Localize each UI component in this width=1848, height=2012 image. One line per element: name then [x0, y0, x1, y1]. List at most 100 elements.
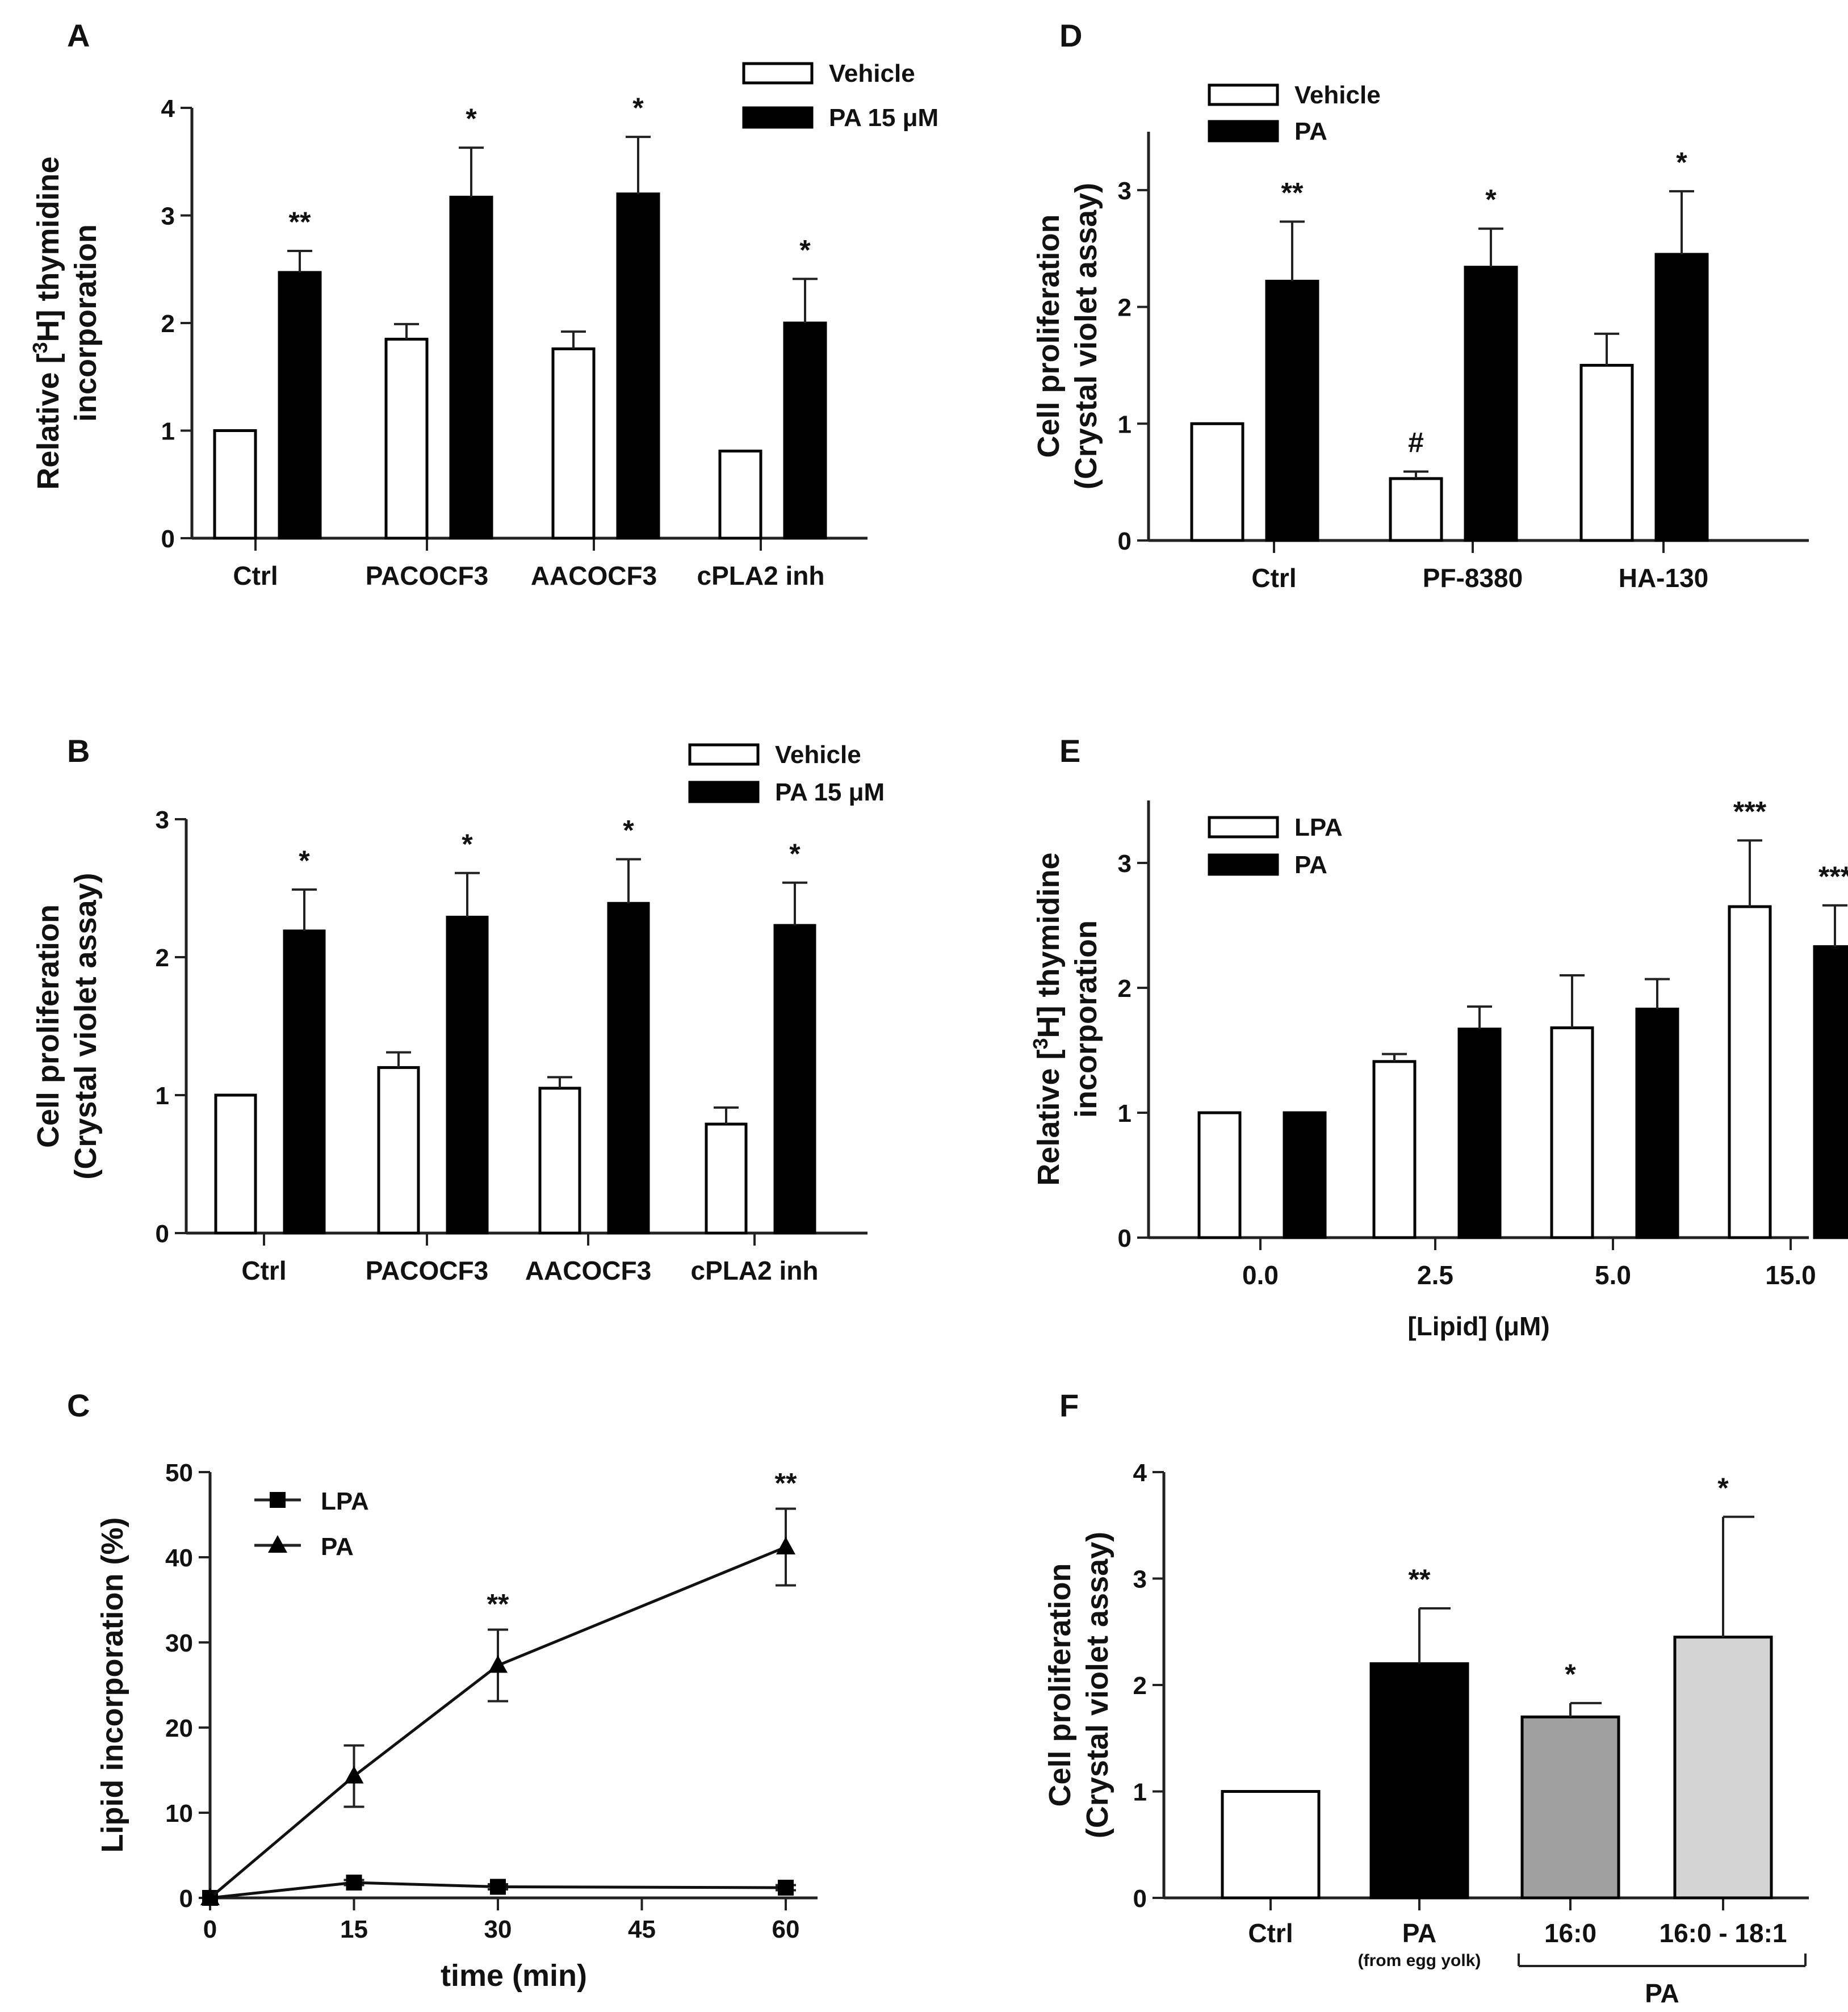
x-tick-label: 0	[203, 1915, 217, 1943]
bar-pa-1	[1464, 266, 1518, 542]
bar-pa-15-m-2	[616, 192, 660, 540]
data-point-pa	[488, 1655, 508, 1673]
bar-1	[1369, 1662, 1469, 1900]
y-tick-label: 3	[156, 806, 169, 834]
significance-mark: *	[1676, 146, 1687, 178]
x-category-label: 5.0	[1595, 1260, 1631, 1290]
y-tick-label: 40	[165, 1544, 193, 1572]
bar-pa-1	[1457, 1028, 1502, 1239]
significance-mark: **	[487, 1588, 509, 1620]
y-tick-label: 2	[1118, 294, 1132, 322]
x-category-label: 0.0	[1242, 1260, 1279, 1290]
x-category-label: PACOCF3	[366, 561, 488, 590]
significance-mark: **	[1409, 1564, 1431, 1595]
legend-0-swatch	[742, 62, 814, 85]
y-tick-label: 2	[156, 944, 169, 972]
y-tick-label: 1	[1133, 1779, 1147, 1806]
bar-3	[1673, 1636, 1773, 1900]
legend-1-label: PA 15 μM	[775, 778, 885, 806]
bar-lpa-3	[1728, 905, 1772, 1239]
significance-mark: *	[789, 838, 801, 870]
y-tick-label: 10	[165, 1800, 193, 1827]
y-axis-title-line: Relative [3H] thymidine	[1029, 852, 1066, 1185]
bar-pa-15-m-1	[446, 916, 489, 1235]
data-point-lpa	[490, 1879, 506, 1895]
y-tick-label: 0	[1133, 1885, 1147, 1913]
y-tick-label: 3	[161, 203, 175, 230]
x-category-label: AACOCF3	[525, 1256, 651, 1285]
group-label: PA	[1645, 1979, 1679, 2008]
y-tick-label: 1	[1118, 410, 1132, 438]
y-axis-title: Relative [3H] thymidine incorporation	[1029, 852, 1104, 1185]
bar-vehicle-2	[551, 347, 596, 540]
significance-mark: **	[1281, 177, 1304, 208]
y-axis-title-line: Cell proliferation	[1032, 214, 1066, 458]
significance-mark: *	[299, 845, 310, 877]
chart-panel-a: A Relative [3H] thymidine incorporation 0 1 2…	[28, 18, 939, 590]
bar-vehicle-2	[538, 1087, 581, 1235]
bar-lpa-1	[1372, 1060, 1417, 1239]
y-tick-label: 1	[156, 1082, 169, 1110]
y-tick-label: 4	[161, 95, 175, 123]
x-category-sublabel: (from egg yolk)	[1358, 1951, 1481, 1970]
bar-pa-0	[1283, 1111, 1327, 1239]
significance-mark: *	[799, 234, 811, 266]
bar-vehicle-2	[1579, 363, 1634, 542]
panel-letter: A	[67, 18, 90, 53]
bar-pa-15-m-1	[449, 195, 493, 540]
data-point-pa	[200, 1888, 220, 1905]
panel-letter: C	[67, 1388, 90, 1423]
significance-mark: *	[623, 814, 634, 846]
x-category-label: Ctrl	[233, 561, 278, 590]
y-axis-title-line: Lipid incorporation (%)	[95, 1518, 129, 1853]
bar-vehicle-0	[1190, 422, 1244, 542]
y-tick-label: 2	[161, 310, 175, 338]
x-category-label: 16:0	[1544, 1918, 1596, 1948]
series-line-lpa	[209, 1881, 786, 1900]
legend-0-label: LPA	[1294, 814, 1343, 841]
series-line-pa	[209, 1545, 786, 1899]
significance-mark: *	[1717, 1472, 1729, 1504]
y-axis-title-line: incorporation	[1069, 920, 1103, 1118]
y-tick-label: 3	[1133, 1566, 1147, 1594]
y-axis-title-line: (Crystal violet assay)	[1080, 1532, 1114, 1838]
legend-0-label: Vehicle	[829, 60, 915, 87]
chart-panel-c: C Lipid incorporation (%) 0 10 20 30 40 50 0 15 30…	[67, 1388, 818, 1993]
bar-vehicle-3	[718, 450, 762, 540]
data-point-pa	[344, 1766, 364, 1784]
y-tick-label: 0	[1118, 527, 1132, 555]
y-axis-title-line: Relative [3H] thymidine	[28, 156, 66, 489]
y-axis-title-line: (Crystal violet assay)	[1069, 183, 1103, 489]
bar-2	[1520, 1715, 1620, 1900]
y-axis-title: Cell proliferation (Crystal violet assay)	[1032, 183, 1103, 489]
panel-letter: D	[1059, 18, 1082, 53]
x-category-label: 15.0	[1765, 1260, 1816, 1290]
y-axis-title-line: (Crystal violet assay)	[69, 873, 103, 1179]
y-axis-title-line: Cell proliferation	[1043, 1563, 1077, 1806]
y-tick-label: 2	[1118, 975, 1132, 1003]
x-category-label: AACOCF3	[531, 561, 657, 590]
legend-label: LPA	[321, 1487, 369, 1515]
legend-1-label: PA	[1294, 851, 1327, 879]
x-category-label: PA	[1402, 1918, 1437, 1948]
bar-pa-2	[1654, 253, 1709, 542]
x-category-label: cPLA2 inh	[691, 1256, 819, 1285]
bar-pa-15-m-3	[783, 321, 827, 540]
legend-marker-lpa	[270, 1492, 286, 1508]
legend-1-swatch	[1208, 120, 1279, 142]
significance-mark: ***	[1733, 795, 1767, 827]
y-axis-title-line: incorporation	[69, 224, 103, 422]
bar-pa-3	[1813, 945, 1848, 1239]
bar-vehicle-1	[1389, 477, 1443, 542]
y-tick-label: 2	[1133, 1672, 1147, 1700]
legend-0-swatch	[1208, 83, 1279, 106]
panel-letter: B	[67, 733, 90, 769]
bar-pa-15-m-3	[773, 924, 816, 1235]
y-tick-label: 0	[1118, 1225, 1132, 1252]
y-axis-title: Cell proliferation (Crystal violet assay)	[31, 873, 103, 1179]
x-category-label: cPLA2 inh	[697, 561, 825, 590]
significance-mark: *	[466, 103, 477, 135]
y-tick-label: 1	[161, 418, 175, 446]
bar-pa-15-m-2	[607, 902, 650, 1235]
